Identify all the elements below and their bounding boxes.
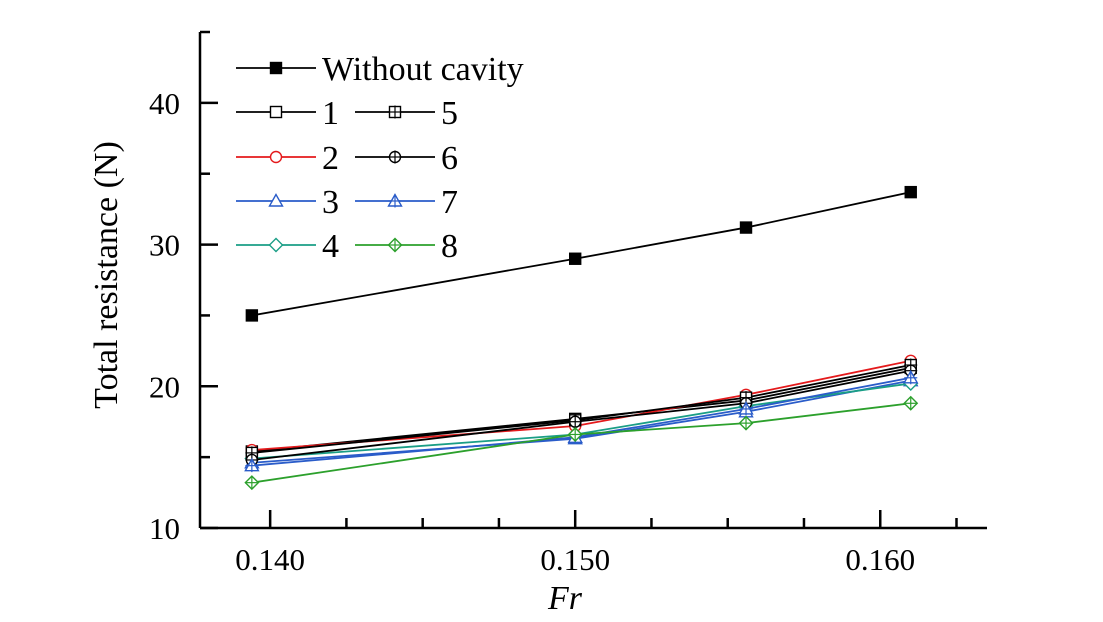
series-line [251, 376, 911, 467]
data-point [244, 457, 260, 473]
series-line [251, 402, 911, 484]
axes: 10 20 30 40 0.140 0.150 0.160 [149, 30, 987, 577]
legend-label: 6 [441, 140, 458, 177]
data-point [903, 369, 919, 385]
data-point [904, 185, 917, 199]
y-axis-title: Total resistance (N) [88, 141, 125, 409]
marker-diamond [268, 237, 284, 253]
series-line [251, 369, 911, 461]
data-point [568, 415, 582, 429]
legend-label: 1 [322, 95, 339, 132]
data-point [268, 193, 284, 207]
plot-area [244, 185, 919, 491]
x-axis-title: Fr [547, 580, 583, 617]
marker-square [269, 105, 283, 119]
x-tick-label: 0.150 [540, 542, 610, 577]
data-point [903, 395, 919, 411]
series-line [251, 364, 911, 454]
marker-triangle [268, 193, 284, 207]
legend-entry: 5 [355, 95, 458, 132]
data-point [269, 61, 283, 75]
data-point [388, 150, 402, 164]
series-9 [244, 395, 919, 491]
x-tick-label: 0.140 [235, 542, 305, 577]
marker-square [904, 185, 917, 199]
y-tick-label: 10 [149, 511, 180, 546]
legend-label: 5 [441, 95, 458, 132]
legend-entry: 3 [236, 184, 339, 221]
legend-entry: Without cavity [236, 51, 524, 88]
data-point [387, 237, 403, 253]
data-point [387, 193, 403, 208]
legend-entry: 1 [236, 95, 339, 132]
legend-label: 3 [322, 184, 339, 221]
data-point [567, 426, 583, 442]
data-point [738, 415, 754, 431]
series-line [251, 382, 911, 460]
data-point [245, 309, 259, 322]
series-line [251, 191, 911, 317]
y-tick-label: 20 [149, 369, 180, 404]
series-8 [244, 369, 919, 473]
data-point [388, 105, 402, 119]
legend-label: 7 [441, 184, 458, 221]
legend-label: Without cavity [322, 51, 524, 88]
x-tick-label: 0.160 [845, 542, 915, 577]
marker-circle [269, 150, 283, 164]
legend-entry: 8 [355, 228, 458, 265]
data-point [568, 252, 582, 265]
data-point [244, 475, 260, 491]
marker-square [739, 221, 753, 234]
legend-entry: 4 [236, 228, 339, 265]
legend-label: 4 [322, 228, 339, 265]
data-point [268, 237, 284, 253]
legend-entry: 6 [355, 140, 458, 177]
legend-label: 2 [322, 140, 339, 177]
data-point [738, 401, 754, 416]
data-point [269, 105, 283, 119]
series-line [251, 359, 911, 451]
legend-label: 8 [441, 228, 458, 265]
marker-square [245, 309, 259, 322]
y-tick-label: 30 [149, 228, 180, 263]
data-point [739, 221, 753, 234]
legend-entry: 2 [236, 140, 339, 177]
marker-square [568, 252, 582, 265]
legend-entry: 7 [355, 184, 458, 221]
marker-square [269, 61, 283, 75]
y-tick-label: 40 [149, 86, 180, 121]
series-1 [245, 185, 917, 322]
data-point [269, 150, 283, 164]
legend: Without cavity 1 5 2 6 3 7 4 8 [236, 51, 524, 265]
